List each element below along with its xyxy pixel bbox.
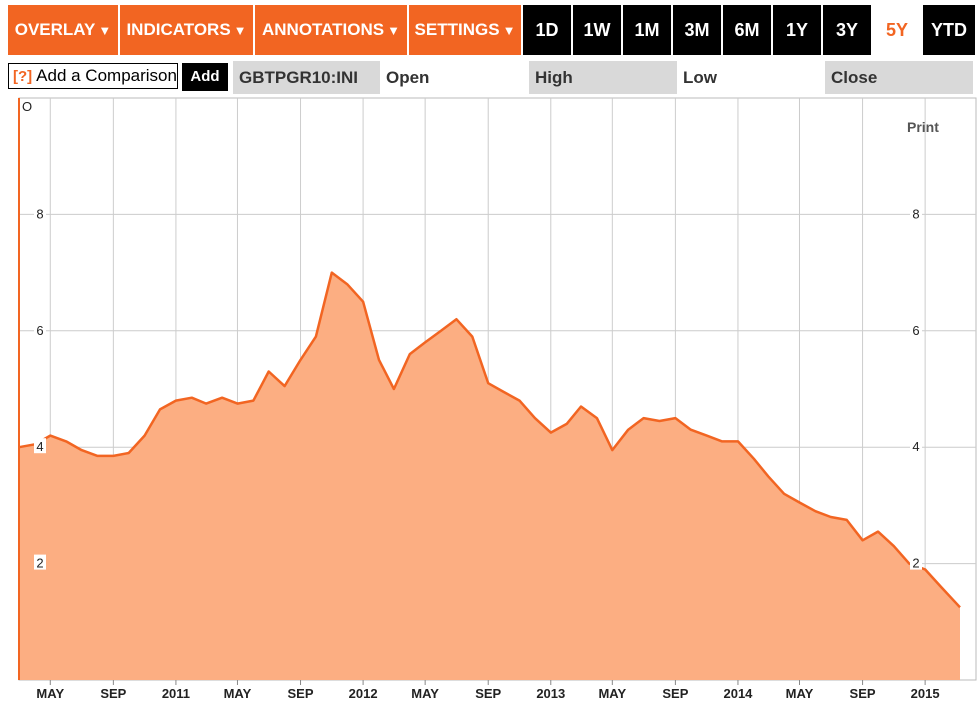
series-line [18,271,961,609]
y-tick-label-left: 2 [36,556,43,571]
settings-menu-button[interactable]: SETTINGS ▼ [409,5,521,55]
y-tick-label-left: 6 [36,323,43,338]
origin-marker: O [22,99,32,114]
y-tick-label-bg [910,554,922,570]
open-label: Open [386,68,430,87]
range-ytd-button[interactable]: YTD [923,5,975,55]
x-tick-label: MAY [598,686,626,701]
y-tick-label-bg [910,438,922,454]
indicators-menu-button[interactable]: INDICATORS ▼ [120,5,253,55]
y-tick-label-bg [910,205,922,221]
high-label: High [529,61,677,94]
comparison-bar: [?] Add a Comparison Add GBTPGR10:INI Ope… [0,58,980,94]
y-tick-label-bg [34,321,46,337]
x-tick-label: 2011 [162,686,190,701]
help-icon[interactable]: [?] [13,68,33,85]
y-tick-label-left: 4 [36,439,43,454]
chevron-down-icon: ▼ [387,23,400,38]
toolbar: OVERLAY ▼ INDICATORS ▼ ANNOTATIONS ▼ SETTIN… [0,0,980,56]
x-tick-label: SEP [662,686,688,701]
add-comparison-button[interactable]: Add [182,63,228,91]
range-6m-button[interactable]: 6M [723,5,771,55]
comparison-input[interactable]: [?] Add a Comparison [8,63,178,89]
y-tick-label-right: 2 [912,556,919,571]
annotations-menu-label: ANNOTATIONS [261,20,385,39]
x-tick-label: 2014 [723,686,753,701]
ticker-symbol: GBTPGR10:INI [233,61,380,94]
chart-area: MAY SEP 2011 MAY SEP 2012 MAY SEP 2013 MAY SEP 2014… [0,96,980,704]
x-tick-label: MAY [224,686,252,701]
x-tick-label: SEP [850,686,876,701]
range-3m-button[interactable]: 3M [673,5,721,55]
x-tick-label: 2013 [536,686,565,701]
overlay-menu-label: OVERLAY [14,20,96,39]
x-tick-label: SEP [475,686,501,701]
comparison-placeholder: Add a Comparison [36,66,177,85]
range-1y-button[interactable]: 1Y [773,5,821,55]
x-tick-label: MAY [786,686,814,701]
range-1w-button[interactable]: 1W [573,5,621,55]
y-tick-label-bg [34,205,46,221]
low-label: Low [683,68,717,87]
chevron-down-icon: ▼ [502,23,516,38]
y-tick-label-right: 4 [912,439,919,454]
y-tick-label-right: 6 [912,323,919,338]
x-tick-label: MAY [36,686,64,701]
y-tick-label-left: 8 [36,206,43,221]
close-label: Close [825,61,973,94]
y-tick-label-right: 8 [912,206,919,221]
price-chart: MAY SEP 2011 MAY SEP 2012 MAY SEP 2013 MAY SEP 2014… [18,97,977,701]
x-tick-label: 2015 [911,686,940,701]
chevron-down-icon: ▼ [233,23,247,38]
series-area [19,272,960,680]
tick-layer: MAY SEP 2011 MAY SEP 2012 MAY SEP 2013 MAY SEP 2014… [34,205,940,701]
x-tick-label: MAY [411,686,439,701]
overlay-menu-button[interactable]: OVERLAY ▼ [8,5,118,55]
indicators-menu-label: INDICATORS [126,20,231,39]
x-tick-label: SEP [288,686,314,701]
range-5y-button[interactable]: 5Y [873,5,921,55]
chevron-down-icon: ▼ [98,23,112,38]
settings-menu-label: SETTINGS [414,20,500,39]
y-tick-label-bg [34,438,46,454]
range-1m-button[interactable]: 1M [623,5,671,55]
y-tick-label-bg [910,321,922,337]
annotations-menu-button[interactable]: ANNOTATIONS ▼ [255,5,407,55]
x-tick-label: 2012 [349,686,378,701]
range-1d-button[interactable]: 1D [523,5,571,55]
x-tick-label: SEP [100,686,126,701]
y-tick-label-bg [34,554,46,570]
print-link[interactable]: Print [907,119,939,135]
range-3y-button[interactable]: 3Y [823,5,871,55]
